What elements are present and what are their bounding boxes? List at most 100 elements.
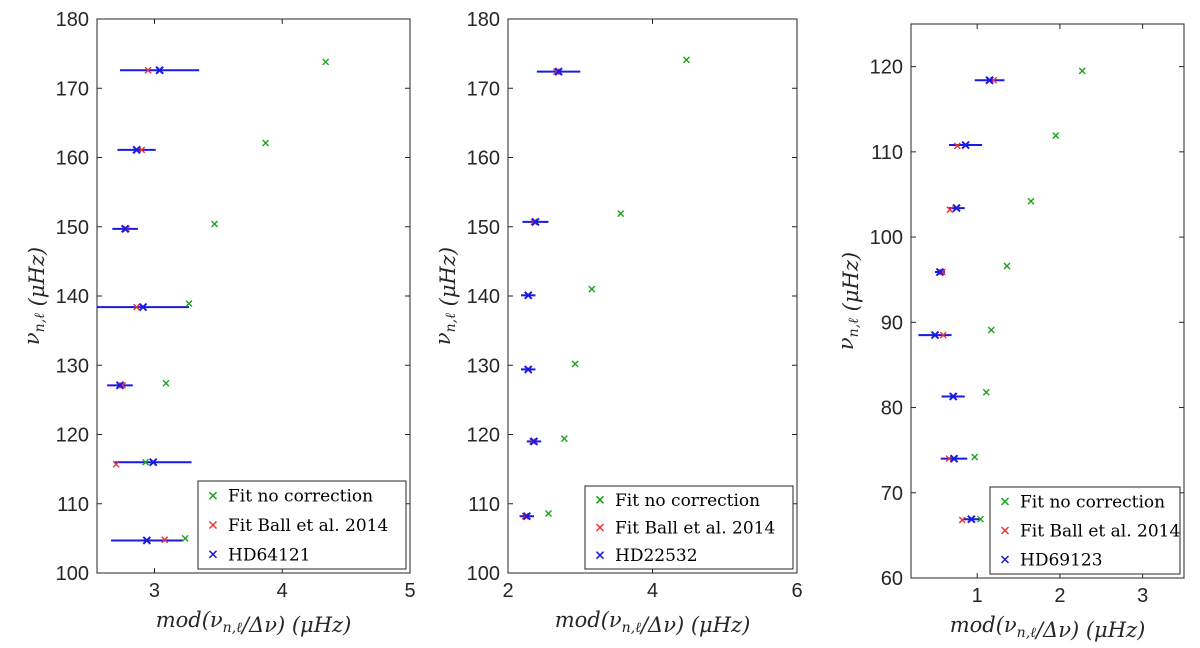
data-point: [144, 66, 152, 74]
y-tick-label: 70: [881, 483, 903, 505]
legend-label: HD64121: [228, 545, 311, 565]
y-tick-label: 150: [56, 217, 89, 239]
data-point: [617, 210, 625, 218]
y-tick-label: 80: [881, 398, 903, 420]
y-axis-label: νn,ℓ (μHz): [431, 247, 460, 345]
data-point: [138, 302, 148, 312]
data-point: [120, 224, 130, 234]
legend-marker: [595, 551, 605, 560]
data-point: [1027, 197, 1035, 205]
data-point: [935, 267, 945, 277]
x-tick-label: 4: [277, 580, 288, 602]
data-point: [952, 203, 961, 213]
data-point: [149, 457, 158, 467]
data-point: [522, 512, 531, 521]
data-point: [133, 303, 141, 311]
data-point: [119, 381, 127, 389]
data-point: [529, 437, 537, 445]
legend-label: Fit no correction: [615, 491, 760, 511]
x-tick-label: 2: [502, 580, 513, 602]
data-point: [529, 437, 539, 446]
x-axis-label: mod(νn,ℓ/Δν) (μHz): [156, 608, 352, 637]
data-point: [554, 67, 563, 76]
data-point: [322, 58, 330, 66]
legend-label: HD69123: [1020, 551, 1103, 571]
y-axis-label: νn,ℓ (μHz): [834, 252, 863, 350]
data-point: [181, 534, 189, 542]
y-tick-label: 110: [871, 142, 903, 164]
data-point: [930, 330, 940, 340]
legend-marker: [208, 550, 218, 559]
y-tick-label: 60: [881, 568, 903, 590]
data-point: [155, 66, 164, 75]
y-tick-label: 100: [467, 563, 500, 585]
x-tick-label: 5: [404, 580, 415, 602]
y-axis-label: νn,ℓ (μHz): [20, 247, 49, 345]
series-markers-3: [930, 76, 994, 524]
y-tick-label: 130: [467, 355, 500, 377]
data-point: [958, 516, 966, 524]
data-point: [531, 217, 540, 227]
series-markers-1: [971, 67, 1086, 523]
data-point: [1052, 132, 1060, 140]
y-tick-label: 110: [57, 494, 89, 516]
y-tick-label: 110: [468, 494, 500, 516]
data-point: [987, 326, 995, 334]
series-markers-1: [544, 56, 690, 517]
legend-label: Fit no correction: [1020, 493, 1165, 513]
data-point: [211, 220, 219, 228]
y-tick-label: 120: [870, 57, 903, 79]
data-point: [521, 512, 529, 520]
legend-marker: [1000, 526, 1010, 535]
y-tick-label: 90: [881, 312, 903, 334]
data-point: [948, 392, 958, 401]
x-tick-label: 1: [972, 585, 983, 607]
x-tick-label: 6: [791, 580, 802, 602]
x-axis-label: mod(νn,ℓ/Δν) (μHz): [555, 608, 751, 637]
y-tick-label: 160: [56, 148, 89, 170]
data-point: [552, 68, 560, 76]
data-point: [162, 379, 170, 387]
legend-label: Fit Ball et al. 2014: [615, 519, 775, 539]
legend-marker: [595, 523, 605, 532]
data-point: [939, 331, 947, 339]
y-tick-label: 140: [467, 286, 500, 308]
legend-box: [584, 485, 794, 570]
data-point: [262, 139, 270, 147]
data-point: [524, 291, 533, 300]
y-tick-label: 180: [467, 9, 500, 31]
legend-marker: [208, 520, 218, 530]
data-point: [544, 509, 552, 517]
legend-label: Fit Ball et al. 2014: [1020, 522, 1180, 542]
chart-panel-2: 2 4 6 100 110 120 130 140 150 160 170 180 mod(νn,ℓ/Δ…: [431, 9, 803, 637]
plot-area: [507, 18, 798, 574]
data-point: [530, 218, 538, 226]
data-point: [1078, 67, 1086, 75]
y-tick-label: 160: [467, 148, 500, 170]
data-point: [938, 268, 946, 276]
data-point: [1003, 262, 1011, 270]
legend-label: Fit Ball et al. 2014: [228, 516, 388, 536]
legend-box: [197, 480, 407, 570]
data-point: [588, 285, 596, 293]
chart-panel-1: 3 4 5 100 110 120 130 140 150 160 170 180 mod(νn,ℓ/Δ…: [20, 9, 416, 637]
y-tick-label: 140: [56, 286, 89, 308]
data-point: [967, 514, 976, 524]
legend-marker: [595, 495, 605, 504]
series-markers-1: [142, 58, 330, 542]
legend-marker: [1000, 555, 1010, 564]
data-point: [560, 435, 568, 443]
data-point: [185, 300, 193, 308]
y-tick-label: 100: [56, 563, 89, 585]
y-tick-label: 180: [56, 9, 89, 31]
series-markers-3: [522, 67, 563, 521]
legend-marker: [1000, 497, 1010, 506]
data-point: [953, 142, 961, 150]
data-point: [132, 145, 141, 155]
data-point: [946, 206, 954, 214]
legend: Fit no correction Fit Ball et al. 2014 HD2…: [584, 485, 794, 570]
data-point: [971, 453, 979, 461]
data-point: [142, 458, 150, 466]
chart-panel-3: 1 2 3 60 70 80 90 100 110 120 mod(νn,ℓ/Δν) (μHz) νn…: [834, 23, 1185, 642]
